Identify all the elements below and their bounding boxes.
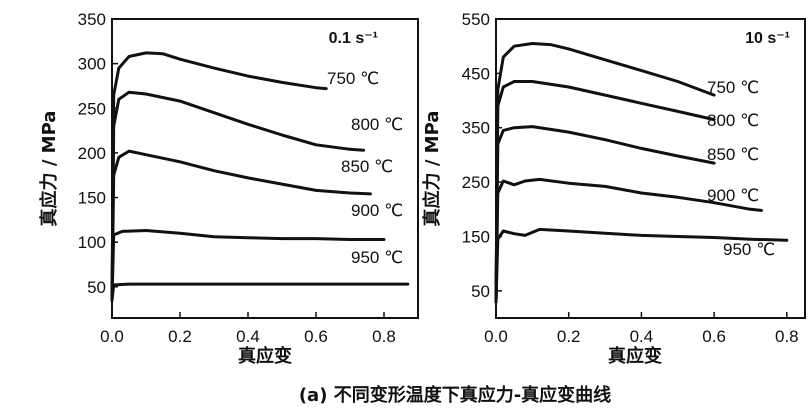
y-axis-label: 真应力 / MPa [421, 111, 443, 227]
x-tick-label: 0.4 [236, 327, 260, 346]
series-label: 900 ℃ [707, 186, 759, 205]
series-label: 950 ℃ [723, 240, 775, 259]
series-line [494, 177, 763, 304]
series-label: 900 ℃ [351, 201, 403, 220]
y-tick-label: 550 [462, 10, 490, 29]
series-label: 850 ℃ [341, 157, 393, 176]
y-tick-label: 450 [462, 64, 490, 83]
x-tick-label: 0.2 [168, 327, 192, 346]
series-line [494, 125, 716, 304]
y-tick-label: 100 [78, 233, 106, 252]
y-tick-label: 250 [78, 99, 106, 118]
plot-frame [495, 18, 806, 319]
series-line [110, 51, 328, 302]
series-line [110, 229, 386, 302]
y-tick-label: 50 [471, 282, 490, 301]
y-tick-label: 150 [462, 227, 490, 246]
x-tick-label: 0.2 [557, 327, 581, 346]
series-label: 750 ℃ [707, 78, 759, 97]
series-label: 750 ℃ [327, 69, 379, 88]
series-label: 950 ℃ [351, 248, 403, 267]
y-tick-label: 350 [462, 119, 490, 138]
x-tick-label: 0.8 [372, 327, 396, 346]
y-tick-label: 150 [78, 189, 106, 208]
strain-rate-label: 0.1 s⁻¹ [329, 30, 378, 47]
series-line [494, 227, 789, 304]
chart-left: 0.0 0.2 0.4 0.6 0.8 50 100 150 200 250 300 350 真应变 真应… [38, 10, 419, 367]
series-label: 800 ℃ [707, 111, 759, 130]
x-tick-label: 0.6 [304, 327, 328, 346]
x-tick-label: 0.0 [100, 327, 124, 346]
y-axis-label: 真应力 / MPa [38, 111, 60, 227]
series-line [110, 149, 372, 302]
x-tick-label: 0.0 [484, 327, 508, 346]
chart-right: 0.0 0.2 0.4 0.6 0.8 50 150 250 350 450 550 真应变 真应力 /… [421, 10, 806, 367]
series-line [494, 42, 716, 304]
x-axis-label: 真应变 [608, 345, 662, 367]
y-tick-label: 250 [462, 173, 490, 192]
series-line [110, 90, 366, 302]
x-tick-label: 0.4 [630, 327, 654, 346]
x-tick-label: 0.6 [702, 327, 726, 346]
y-tick-label: 50 [87, 278, 106, 297]
series-line [110, 282, 410, 302]
y-tick-label: 200 [78, 144, 106, 163]
strain-rate-label: 10 s⁻¹ [745, 30, 790, 47]
x-tick-label: 0.8 [775, 327, 799, 346]
y-tick-label: 300 [78, 55, 106, 74]
series-label: 850 ℃ [707, 145, 759, 164]
figure-caption: (a) 不同变形温度下真应力-真应变曲线 [299, 384, 611, 406]
series-line [494, 80, 716, 304]
x-axis-label: 真应变 [238, 345, 292, 367]
y-tick-label: 350 [78, 10, 106, 29]
series-label: 800 ℃ [351, 115, 403, 134]
